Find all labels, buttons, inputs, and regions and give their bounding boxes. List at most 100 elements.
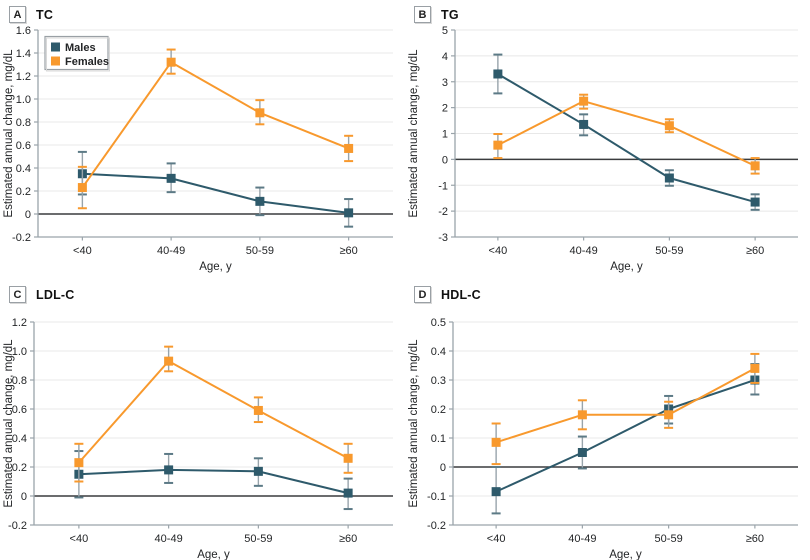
marker-females-3 (343, 453, 353, 463)
x-tick-label: 50-59 (655, 245, 683, 257)
plot-tg: 5 4 3 2 1 0 -1 -2 -3 <40 40-49 50-59 ≥60 Age, y Estima… (408, 25, 798, 273)
series-line-females (496, 100, 757, 167)
y-tick-label: 0.2 (16, 186, 31, 198)
marker-females-1 (577, 410, 587, 420)
axes: 1.6 1.4 1.2 1.0 0.8 0.6 0.4 0.2 0 -0.2 <40 40-49 50-… (12, 25, 393, 257)
marker-females-0 (491, 437, 501, 447)
marker-females-2 (253, 405, 263, 415)
x-tick-label: <40 (487, 533, 506, 545)
x-tick-label: ≥60 (339, 533, 357, 545)
y-tick-label: 1.0 (12, 346, 27, 358)
marker-females-1 (166, 57, 176, 67)
y-tick-label: 0.3 (431, 375, 446, 387)
y-tick-label: 0.4 (431, 346, 446, 358)
marker-females-3 (750, 161, 760, 171)
axes: 5 4 3 2 1 0 -1 -2 -3 <40 40-49 50-59 ≥60 (438, 25, 798, 257)
marker-males-3 (750, 197, 760, 207)
panel-d-header: D HDL-C (414, 286, 481, 303)
gridlines (34, 321, 393, 497)
panel-c-ldl-c: C LDL-C 1.2 1.0 0.8 0.6 0.4 0.2 0 -0.2 <40 40-49 5… (0, 280, 405, 560)
marker-males-0 (491, 487, 501, 497)
panel-letter-badge: D (414, 286, 431, 303)
y-tick-label: 0.2 (12, 462, 27, 474)
panel-a-tc: A TC 1.6 1.4 1.2 1.0 0.8 0.6 0.4 0.2 0 -0.2 <40 40-… (0, 0, 405, 280)
y-tick-label: 1.6 (16, 25, 31, 37)
x-axis-title: Age, y (609, 549, 642, 560)
markers-females (77, 57, 354, 193)
x-tick-label: 40-49 (568, 533, 596, 545)
marker-males-1 (577, 448, 587, 457)
y-tick-label: 0.6 (16, 140, 31, 152)
panel-b-header: B TG (414, 6, 459, 23)
markers-females (74, 356, 353, 468)
gridlines (455, 29, 798, 212)
y-tick-label: 0.8 (16, 117, 31, 129)
y-tick-label: -0.2 (427, 520, 446, 532)
y-tick-label: 0.2 (431, 404, 446, 416)
x-tick-label: 50-59 (246, 245, 274, 257)
series-line-males (81, 172, 350, 214)
y-tick-label: -0.2 (12, 232, 31, 244)
panel-letter-badge: B (414, 6, 431, 23)
marker-females-3 (750, 363, 760, 373)
markers-males (493, 69, 760, 207)
panel-b-tg: B TG 5 4 3 2 1 0 -1 -2 -3 <40 40-49 50-59 ≥60 Age, y E… (405, 0, 810, 280)
x-tick-label: <40 (73, 245, 92, 257)
series-line-females (81, 61, 350, 189)
error-bars-females (77, 48, 354, 210)
markers-males (491, 375, 760, 497)
series-line-females (495, 367, 756, 444)
legend-box-shadow (46, 37, 110, 72)
panel-title: HDL-C (441, 287, 481, 302)
y-tick-label: 0.1 (431, 433, 446, 445)
error-bars-males (74, 450, 353, 511)
series-line-females (77, 360, 350, 464)
x-axis-title: Age, y (610, 261, 643, 273)
legend-swatch-males (51, 42, 60, 52)
x-tick-label: 40-49 (570, 245, 598, 257)
y-tick-label: -1 (438, 180, 448, 192)
marker-females-0 (493, 140, 503, 150)
marker-females-3 (344, 143, 354, 153)
y-axis-title: Estimated annual change, mg/dL (3, 339, 15, 508)
plot-hdl-c: 0.5 0.4 0.3 0.2 0.1 0 -0.1 -0.2 <40 40-49 50-59 ≥60… (408, 317, 798, 560)
y-tick-label: 0 (440, 462, 446, 474)
legend-label-males: Males (65, 42, 96, 54)
legend-swatch-females (51, 56, 60, 66)
y-axis-title: Estimated annual change, mg/dL (408, 339, 420, 508)
y-tick-label: 1.0 (16, 94, 31, 106)
series-line-males (77, 468, 350, 495)
y-tick-label: -3 (438, 232, 448, 244)
marker-males-2 (664, 173, 674, 183)
gridlines (453, 321, 798, 497)
x-tick-label: ≥60 (746, 245, 764, 257)
x-tick-label: 50-59 (244, 533, 272, 545)
plot-ldl-c: 1.2 1.0 0.8 0.6 0.4 0.2 0 -0.2 <40 40-49 50-59 ≥60 A… (3, 317, 393, 560)
x-axis-title: Age, y (197, 549, 230, 560)
y-tick-label: -2 (438, 206, 448, 218)
x-tick-label: 40-49 (157, 245, 185, 257)
series-line-males (495, 379, 756, 493)
error-bars-males (493, 53, 760, 211)
x-tick-label: 50-59 (655, 533, 683, 545)
series-line-males (496, 72, 757, 204)
plot-tc: 1.6 1.4 1.2 1.0 0.8 0.6 0.4 0.2 0 -0.2 <40 40-49 50-… (3, 25, 393, 273)
y-tick-label: 1 (442, 129, 448, 141)
panel-a-header: A TC (9, 6, 53, 23)
x-tick-label: <40 (489, 245, 508, 257)
marker-males-3 (344, 208, 354, 218)
y-tick-label: 1.4 (16, 48, 31, 60)
y-tick-label: 0.8 (12, 375, 27, 387)
markers-females (491, 363, 760, 447)
marker-males-1 (164, 465, 174, 475)
axes: 1.2 1.0 0.8 0.6 0.4 0.2 0 -0.2 <40 40-49 50-59 ≥60 (8, 317, 393, 545)
y-tick-label: 0 (21, 491, 27, 503)
y-tick-label: 5 (442, 25, 448, 37)
y-tick-label: 2 (442, 103, 448, 115)
y-axis-title: Estimated annual change, mg/dL (408, 49, 420, 218)
marker-males-1 (579, 119, 589, 129)
y-tick-label: 0.6 (12, 404, 27, 416)
x-axis-title: Age, y (199, 261, 232, 273)
panel-letter-badge: A (9, 6, 26, 23)
